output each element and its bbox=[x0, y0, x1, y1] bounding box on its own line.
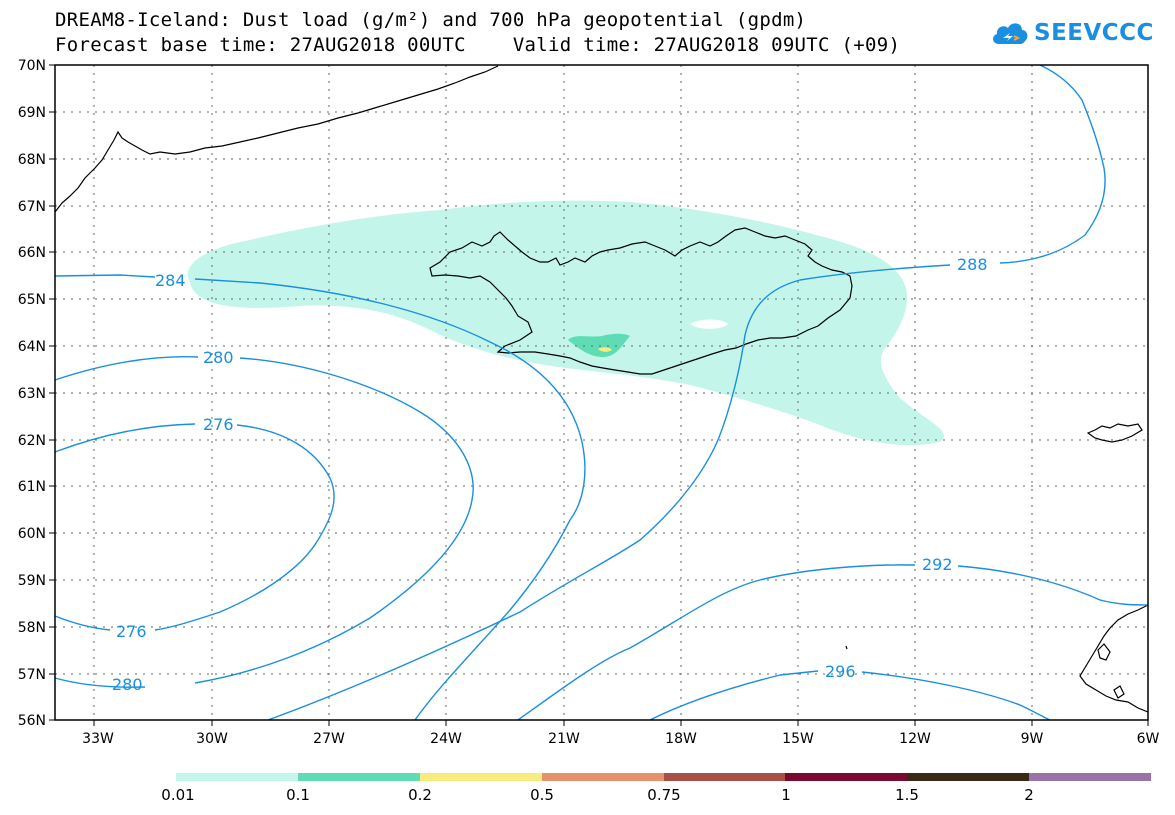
colorbar-label: 1.5 bbox=[895, 786, 919, 804]
lon-label: 15W bbox=[782, 731, 814, 747]
contour-label-280-a: 280 bbox=[203, 348, 234, 367]
graticule bbox=[55, 65, 1148, 720]
colorbar-label: 0.01 bbox=[161, 786, 195, 804]
rockall bbox=[845, 645, 848, 650]
lon-label: 9W bbox=[1021, 731, 1044, 747]
lat-label: 64N bbox=[18, 339, 46, 355]
iceland-coast bbox=[429, 227, 853, 375]
lon-label: 18W bbox=[665, 731, 697, 747]
contour-288 bbox=[267, 64, 1106, 721]
colorbar-segment bbox=[907, 773, 1030, 781]
coastlines bbox=[54, 65, 1149, 713]
contour-276 bbox=[54, 423, 335, 631]
lon-label: 33W bbox=[82, 731, 114, 747]
lon-label: 12W bbox=[899, 731, 931, 747]
colorbar-segment bbox=[541, 773, 664, 781]
lon-label: 27W bbox=[313, 731, 345, 747]
contour-label-284: 284 bbox=[155, 271, 186, 290]
lon-label: 21W bbox=[548, 731, 580, 747]
lon-label: 6W bbox=[1137, 731, 1160, 747]
lat-labels: 70N 69N 68N 67N 66N 65N 64N 63N 62N 61N … bbox=[18, 58, 46, 729]
colorbar-segment bbox=[297, 773, 420, 781]
contour-292 bbox=[517, 564, 1149, 721]
seevccc-logo: SEEVCCC bbox=[990, 18, 1154, 48]
lon-ticks bbox=[93, 720, 1149, 726]
lat-label: 70N bbox=[18, 58, 46, 74]
logo-text: SEEVCCC bbox=[1034, 20, 1154, 46]
lat-label: 57N bbox=[18, 667, 46, 683]
contour-label-288: 288 bbox=[957, 255, 988, 274]
colorbar-label: 2 bbox=[1024, 786, 1034, 804]
map-title: DREAM8-Iceland: Dust load (g/m²) and 700… bbox=[55, 9, 807, 31]
cloud-icon bbox=[993, 23, 1028, 44]
lon-label: 24W bbox=[430, 731, 462, 747]
colorbar-segment bbox=[1029, 773, 1151, 781]
lon-label: 30W bbox=[196, 731, 228, 747]
contour-label-276-b: 276 bbox=[116, 622, 147, 641]
lat-label: 67N bbox=[18, 199, 46, 215]
contour-label-292: 292 bbox=[922, 555, 953, 574]
colorbar bbox=[176, 773, 1151, 781]
dust-area-low bbox=[187, 200, 945, 446]
colorbar-label: 0.75 bbox=[647, 786, 681, 804]
lat-label: 59N bbox=[18, 573, 46, 589]
lat-label: 58N bbox=[18, 620, 46, 636]
lat-label: 62N bbox=[18, 433, 46, 449]
geopotential-contours bbox=[54, 64, 1149, 721]
colorbar-segment bbox=[785, 773, 908, 781]
colorbar-label: 1 bbox=[781, 786, 791, 804]
lat-label: 63N bbox=[18, 386, 46, 402]
colorbar-label: 0.1 bbox=[286, 786, 310, 804]
lat-label: 68N bbox=[18, 152, 46, 168]
map-subtitle: Forecast base time: 27AUG2018 00UTC Vali… bbox=[55, 34, 901, 56]
colorbar-label: 0.2 bbox=[408, 786, 432, 804]
hebrides bbox=[1097, 643, 1125, 699]
contour-label-280-b: 280 bbox=[112, 675, 143, 694]
colorbar-segment bbox=[176, 773, 298, 781]
lat-label: 69N bbox=[18, 105, 46, 121]
lat-label: 61N bbox=[18, 479, 46, 495]
lat-label: 60N bbox=[18, 526, 46, 542]
dust-area-high bbox=[598, 347, 612, 352]
lat-label: 66N bbox=[18, 245, 46, 261]
contour-280-north bbox=[54, 356, 474, 688]
lat-label: 56N bbox=[18, 713, 46, 729]
dust-area-gap bbox=[690, 319, 728, 329]
lat-ticks bbox=[49, 64, 55, 721]
colorbar-segment bbox=[419, 773, 542, 781]
contour-284 bbox=[54, 274, 586, 721]
dust-area-mid bbox=[568, 333, 630, 358]
colorbar-label: 0.5 bbox=[530, 786, 554, 804]
scotland-coast bbox=[1079, 604, 1149, 713]
dust-load-shading bbox=[187, 200, 945, 446]
contour-label-296: 296 bbox=[825, 662, 856, 681]
greenland-coast bbox=[54, 65, 499, 213]
colorbar-segment bbox=[663, 773, 786, 781]
lat-label: 65N bbox=[18, 292, 46, 308]
contour-296 bbox=[649, 670, 1051, 721]
contour-label-276-a: 276 bbox=[203, 415, 234, 434]
faroe-islands bbox=[1086, 423, 1143, 443]
contour-labels: 284 280 276 276 280 288 292 296 bbox=[112, 255, 988, 694]
lon-labels: 33W 30W 27W 24W 21W 18W 15W 12W 9W 6W bbox=[82, 731, 1159, 747]
